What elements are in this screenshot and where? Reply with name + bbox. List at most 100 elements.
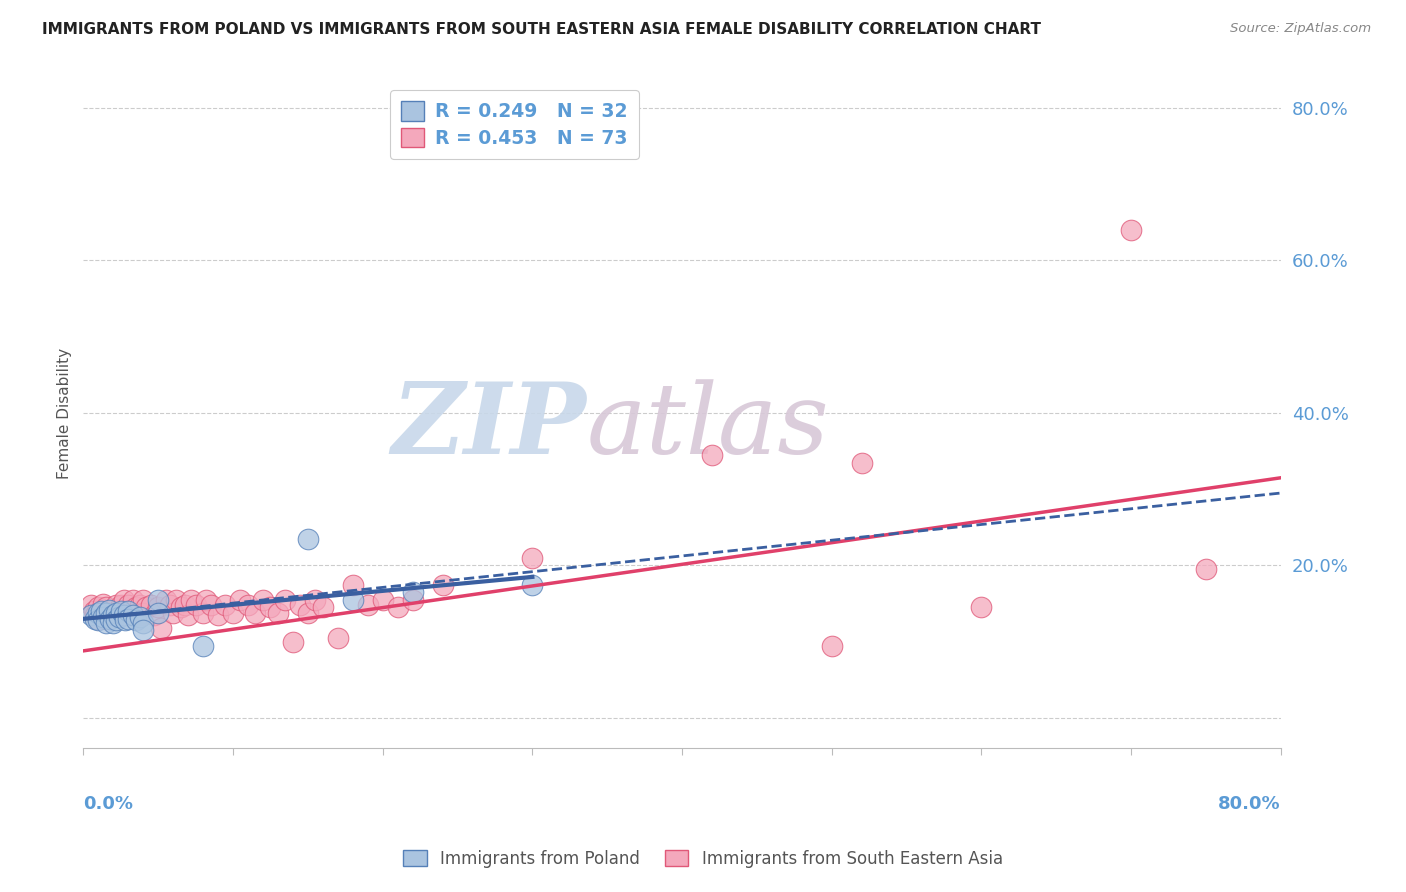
Point [132,624,155,638]
Point [94,612,117,626]
Point [110,604,132,618]
Point [132,592,155,607]
Point [259,600,281,615]
Text: IMMIGRANTS FROM POLAND VS IMMIGRANTS FROM SOUTH EASTERN ASIA FEMALE DISABILITY C: IMMIGRANTS FROM POLAND VS IMMIGRANTS FRO… [42,22,1042,37]
Point [117,604,139,618]
Point [107,608,129,623]
Point [274,592,297,607]
Point [103,604,125,618]
Point [146,592,169,607]
Point [970,600,993,615]
Point [110,606,132,620]
Point [108,609,131,624]
Point [297,606,319,620]
Point [252,592,274,607]
Point [91,597,114,611]
Point [97,603,120,617]
Point [114,613,136,627]
Point [169,600,191,615]
Point [128,608,150,623]
Point [1195,562,1218,576]
Point [121,592,143,607]
Point [132,615,155,630]
Point [105,613,128,627]
Point [191,639,214,653]
Point [117,598,139,612]
Point [267,606,290,620]
Legend: R = 0.249   N = 32, R = 0.453   N = 73: R = 0.249 N = 32, R = 0.453 N = 73 [389,90,638,159]
Point [184,598,207,612]
Point [83,604,105,618]
Point [326,631,349,645]
Point [84,608,107,623]
Point [135,600,157,615]
Point [207,608,229,623]
Point [162,606,184,620]
Text: atlas: atlas [586,379,830,474]
Point [245,606,267,620]
Point [110,598,132,612]
Point [165,592,187,607]
Point [371,592,394,607]
Point [112,608,135,623]
Point [214,598,236,612]
Point [851,456,873,470]
Point [139,598,162,612]
Point [94,600,117,615]
Point [94,606,117,620]
Point [103,608,125,623]
Point [132,606,155,620]
Point [342,592,364,607]
Point [87,606,110,620]
Point [98,612,121,626]
Point [117,608,139,623]
Point [80,608,103,623]
Point [87,613,110,627]
Point [146,606,169,620]
Point [125,613,148,627]
Point [401,585,423,599]
Point [387,600,409,615]
Point [195,592,218,607]
Point [84,612,107,626]
Point [91,609,114,624]
Point [114,604,136,618]
Point [200,598,222,612]
Text: 0.0%: 0.0% [83,796,134,814]
Point [103,610,125,624]
Point [117,612,139,626]
Point [290,598,312,612]
Point [129,598,152,612]
Point [103,615,125,630]
Point [125,600,148,615]
Point [105,598,128,612]
Point [281,634,304,648]
Point [1121,223,1143,237]
Text: Source: ZipAtlas.com: Source: ZipAtlas.com [1230,22,1371,36]
Point [522,550,544,565]
Point [120,603,142,617]
Point [312,600,335,615]
Point [700,448,723,462]
Point [105,606,128,620]
Point [155,592,177,607]
Point [129,609,152,624]
Point [432,577,454,591]
Point [357,598,380,612]
Point [90,606,112,620]
Point [342,577,364,591]
Point [297,532,319,546]
Point [142,608,165,623]
Point [191,606,214,620]
Point [174,598,197,612]
Point [180,592,202,607]
Point [236,598,259,612]
Point [98,606,121,620]
Point [304,592,326,607]
Point [87,612,110,626]
Point [121,608,143,623]
Point [87,600,110,615]
Point [80,598,103,612]
Legend: Immigrants from Poland, Immigrants from South Eastern Asia: Immigrants from Poland, Immigrants from … [396,844,1010,875]
Y-axis label: Female Disability: Female Disability [58,347,72,478]
